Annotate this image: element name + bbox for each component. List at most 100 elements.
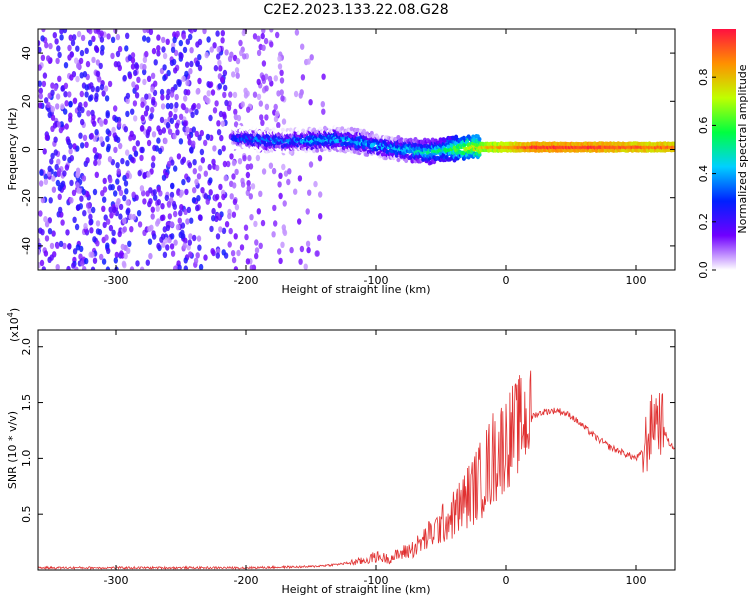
spectrogram-cell: [180, 222, 186, 229]
spectrogram-cell: [159, 116, 165, 124]
spectrogram-cell: [196, 195, 201, 202]
spectrogram-y-tick-label: 0: [20, 146, 33, 153]
spectrogram-cell: [261, 168, 267, 175]
spectrogram-cell: [220, 76, 225, 84]
spectrogram-cell: [277, 55, 282, 62]
spectrogram-cell: [171, 58, 177, 66]
spectrogram-cell: [68, 34, 73, 41]
snr-panel: -300 -200 -100 0 100 0.5 1.0 1.5 2.0 Height of …: [6, 308, 676, 596]
spectrogram-cell: [273, 103, 278, 111]
spectrogram-cell: [62, 170, 67, 177]
spectrogram-cell: [204, 96, 210, 104]
spectrogram-cell: [55, 103, 60, 110]
spectrogram-cell: [142, 78, 147, 86]
spectrogram-cell: [313, 180, 318, 188]
spectrogram-cell: [239, 244, 245, 251]
spectrogram-cell: [142, 68, 147, 76]
spectrogram-cell: [168, 110, 173, 118]
spectrogram-cell: [186, 206, 192, 214]
spectrogram-cell: [197, 64, 203, 72]
spectrogram-cell: [153, 59, 158, 66]
spectrogram-cell: [146, 75, 152, 83]
trace-cell: [251, 148, 256, 154]
spectrogram-cell: [99, 253, 104, 261]
spectrogram-cell: [260, 119, 265, 127]
spectrogram-cell: [90, 109, 95, 117]
spectrogram-cell: [118, 203, 124, 211]
spectrogram-x-tick-label: -100: [364, 274, 389, 287]
spectrogram-cell: [218, 226, 223, 233]
spectrogram-cell: [84, 141, 89, 148]
spectrogram-y-tick-label: 40: [20, 46, 33, 60]
spectrogram-cell: [65, 229, 70, 236]
spectrogram-cell: [152, 144, 157, 152]
spectrogram-cell: [215, 252, 220, 259]
spectrogram-cell: [117, 230, 122, 238]
spectrogram-cell: [234, 168, 239, 176]
spectrogram-cell: [140, 101, 145, 108]
spectrogram-cell: [91, 206, 96, 214]
spectrogram-cell: [79, 90, 85, 98]
spectrogram-cell: [197, 54, 202, 61]
spectrogram-cell: [216, 129, 222, 136]
spectrogram-cell: [81, 175, 87, 182]
spectrogram-cell: [161, 174, 167, 181]
snr-y-ticks: 0.5 1.0 1.5 2.0: [20, 338, 675, 523]
spectrogram-cell: [72, 248, 78, 255]
spectrogram-cell: [132, 100, 138, 107]
spectrogram-cell: [191, 104, 196, 111]
spectrogram-cell: [147, 225, 152, 233]
spectrogram-cell: [264, 114, 269, 121]
spectrogram-cell: [293, 90, 299, 98]
spectrogram-cell: [116, 61, 121, 68]
spectrogram-cell: [173, 67, 178, 74]
spectrogram-cell: [119, 250, 124, 257]
spectrogram-cell: [113, 190, 118, 197]
spectrogram-cell: [80, 106, 85, 114]
spectrogram-cell: [281, 118, 287, 125]
spectrogram-cell: [113, 146, 118, 154]
spectrogram-cell: [298, 92, 303, 99]
spectrogram-cell: [139, 266, 145, 270]
spectrogram-cell: [118, 213, 123, 220]
spectrogram-cell: [212, 107, 218, 114]
spectrogram-cell: [94, 46, 100, 54]
spectrogram-cell: [211, 207, 216, 215]
spectrogram-cell: [55, 93, 61, 100]
spectrogram-cell: [132, 145, 137, 152]
spectrogram-cell: [147, 200, 152, 208]
spectrogram-cell: [283, 170, 289, 177]
spectrogram-cell: [258, 190, 263, 197]
spectrogram-cell: [166, 160, 172, 168]
spectrogram-cell: [212, 145, 217, 152]
spectrogram-cell: [66, 265, 71, 270]
spectrogram-cell: [183, 237, 188, 244]
spectrogram-cell: [162, 251, 168, 258]
spectrogram-cell: [50, 114, 56, 121]
spectrogram-cell: [84, 47, 89, 54]
spectrogram-cell: [185, 126, 190, 133]
spectrogram-cell: [236, 114, 242, 122]
spectrogram-cell: [219, 134, 224, 142]
spectrogram-cell: [286, 178, 291, 186]
spectrogram-cell: [193, 257, 199, 264]
spectrogram-cell: [151, 131, 157, 138]
spectrogram-cell: [223, 84, 228, 92]
spectrogram-cell: [264, 85, 269, 92]
spectrogram-cell: [151, 47, 157, 55]
spectrogram-cell: [244, 233, 249, 241]
spectrogram-cell: [254, 252, 259, 260]
spectrogram-cell: [234, 204, 240, 211]
spectrogram-cell: [160, 103, 166, 110]
spectrogram-cell: [277, 63, 283, 70]
spectrogram-cell: [321, 73, 326, 80]
spectrogram-cell: [158, 147, 163, 155]
spectrogram-cell: [261, 74, 266, 82]
snr-frame: [37, 329, 676, 571]
spectrogram-cell: [111, 229, 116, 236]
spectrogram-cell: [51, 186, 57, 193]
spectrogram-cell: [57, 51, 62, 59]
spectrogram-cell: [184, 188, 189, 196]
spectrogram-cell: [294, 29, 300, 36]
spectrogram-cell: [315, 250, 320, 257]
